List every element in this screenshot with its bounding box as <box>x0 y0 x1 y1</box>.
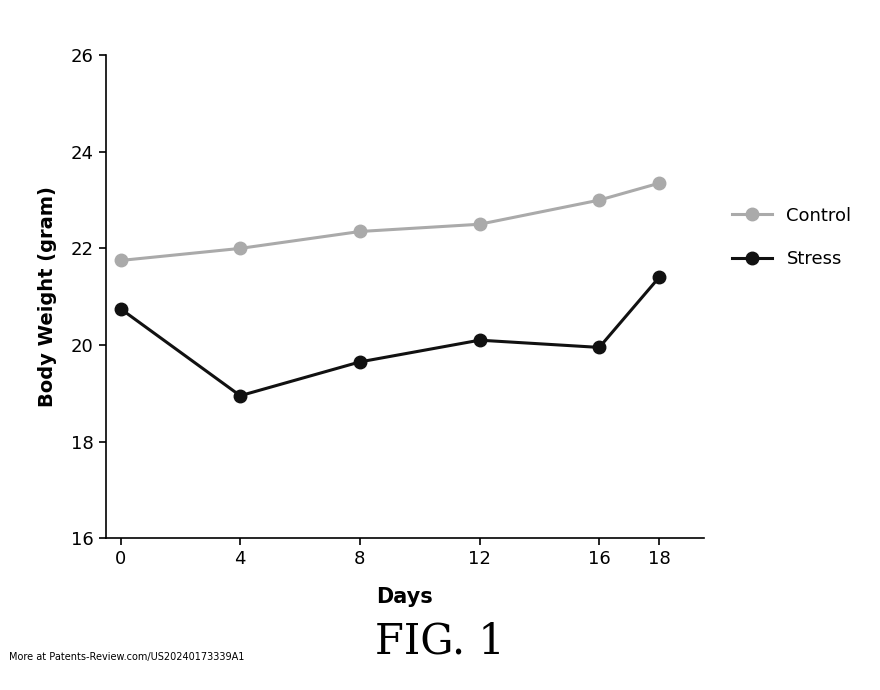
Text: FIG. 1: FIG. 1 <box>375 620 505 662</box>
X-axis label: Days: Days <box>377 587 433 607</box>
Legend: Control, Stress: Control, Stress <box>725 199 859 275</box>
Y-axis label: Body Weight (gram): Body Weight (gram) <box>38 186 57 407</box>
Text: More at Patents-Review.com/US20240173339A1: More at Patents-Review.com/US20240173339… <box>9 653 244 662</box>
